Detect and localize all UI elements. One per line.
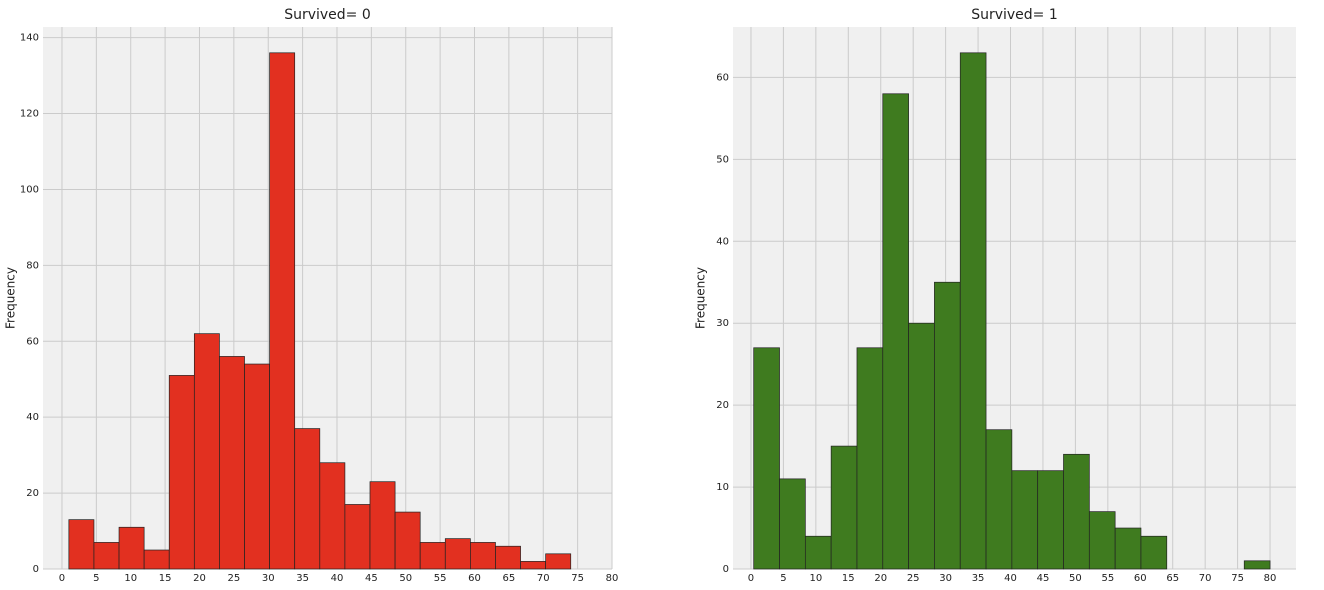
bar [520,561,547,570]
bar [219,356,245,570]
bar [1011,470,1039,570]
bar [294,428,321,570]
y-axis-label: Frequency [694,267,708,329]
y-tick-label: 50 [716,154,729,165]
bar [244,363,270,570]
x-tick-label: 25 [907,573,920,584]
x-tick-label: 30 [262,573,275,584]
x-tick-label: 35 [296,573,309,584]
y-tick-label: 30 [716,318,729,329]
x-tick-label: 65 [503,573,516,584]
bar [985,429,1013,570]
bar [319,462,346,570]
bar [1063,453,1090,570]
bar [419,542,446,570]
bar [779,478,806,570]
bar [856,347,884,570]
bar [168,375,195,570]
bar [1243,560,1271,570]
x-tick-label: 55 [1101,573,1114,584]
x-tick-label: 80 [606,573,619,584]
x-tick-label: 15 [842,573,855,584]
bar [495,545,521,570]
x-tick-label: 50 [399,573,412,584]
bar [1088,511,1116,570]
x-tick-label: 60 [1134,573,1147,584]
bar [344,504,371,570]
x-tick-label: 45 [365,573,378,584]
bar [394,511,421,570]
y-tick-label: 140 [20,33,39,44]
y-tick-label: 80 [26,260,39,271]
bar [934,281,961,570]
chart-title: Survived= 1 [971,7,1058,23]
x-tick-label: 45 [1037,573,1050,584]
y-tick-label: 40 [716,236,729,247]
y-tick-label: 40 [26,412,39,423]
x-tick-label: 25 [227,573,240,584]
x-tick-label: 10 [809,573,822,584]
y-tick-label: 60 [716,72,729,83]
bar [1114,527,1142,570]
bar [1140,535,1168,570]
y-tick-label: 10 [716,482,729,493]
x-tick-label: 5 [93,573,99,584]
x-tick-label: 70 [537,573,550,584]
x-tick-label: 5 [780,573,786,584]
chart-title: Survived= 0 [284,7,371,23]
bar [908,322,935,570]
bar [804,535,832,570]
bar [444,538,471,570]
bar [753,347,780,570]
bar [68,519,95,570]
bar [269,52,296,570]
x-tick-label: 70 [1199,573,1212,584]
y-tick-label: 0 [33,564,39,575]
x-tick-label: 75 [571,573,584,584]
bar [470,542,496,570]
x-tick-label: 60 [468,573,481,584]
x-tick-label: 75 [1231,573,1244,584]
x-tick-label: 30 [939,573,952,584]
x-tick-label: 40 [331,573,344,584]
y-tick-label: 20 [26,488,39,499]
bar [369,481,396,570]
x-tick-label: 20 [874,573,887,584]
bar [93,542,120,570]
x-tick-label: 65 [1166,573,1179,584]
x-tick-label: 55 [434,573,447,584]
bar [545,553,572,570]
x-tick-label: 20 [193,573,206,584]
bar [882,93,909,570]
bar [193,333,220,570]
bar [1037,470,1064,570]
x-tick-label: 10 [124,573,137,584]
x-tick-label: 80 [1264,573,1277,584]
x-tick-label: 50 [1069,573,1082,584]
x-tick-label: 35 [972,573,985,584]
y-tick-label: 60 [26,336,39,347]
bar [118,526,145,570]
x-tick-label: 0 [59,573,65,584]
y-tick-label: 0 [723,564,729,575]
y-tick-label: 100 [20,184,39,195]
bar [143,549,170,570]
bar [830,445,858,570]
x-tick-label: 0 [748,573,754,584]
bar [959,52,987,570]
y-tick-label: 20 [716,400,729,411]
x-tick-label: 15 [159,573,172,584]
y-axis-label: Frequency [4,267,18,329]
x-tick-label: 40 [1004,573,1017,584]
y-tick-label: 120 [20,109,39,120]
